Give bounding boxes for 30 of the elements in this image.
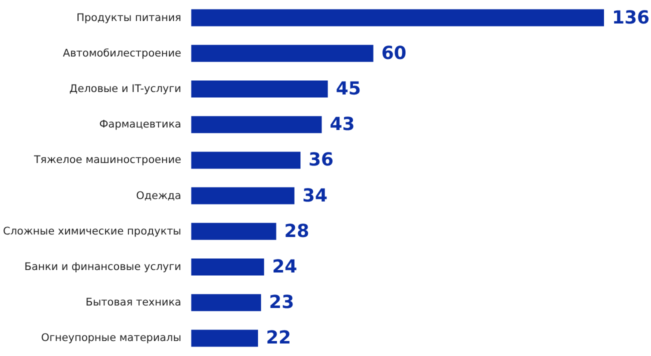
data-label: 45 (336, 78, 361, 100)
data-label: 28 (284, 220, 310, 242)
data-label: 36 (308, 150, 334, 171)
bar (191, 116, 322, 134)
y-tick-label: Деловые и IT-услуги (69, 83, 182, 95)
data-label: 24 (272, 256, 298, 278)
data-label: 60 (381, 42, 406, 64)
y-tick-label: Огнеупорные материалы (41, 332, 182, 344)
y-tick-label: Одежда (136, 190, 182, 202)
data-label: 22 (266, 328, 292, 349)
bar (191, 80, 328, 98)
bar (191, 258, 264, 276)
y-tick-label: Тяжелое машиностроение (32, 154, 182, 166)
y-tick-label: Банки и финансовые услуги (24, 261, 182, 273)
bar (191, 9, 604, 26)
bar (191, 187, 294, 204)
bar (191, 44, 374, 62)
data-label: 34 (302, 185, 328, 206)
y-tick-label: Сложные химические продукты (2, 225, 182, 238)
y-tick-label: Бытовая техника (86, 296, 182, 309)
y-tick-label: Автомобилестроение (62, 47, 182, 60)
y-tick-label: Продукты питания (76, 12, 182, 24)
data-label: 43 (330, 114, 355, 136)
bar (191, 294, 262, 312)
data-label: 136 (612, 7, 650, 28)
bar (191, 330, 258, 347)
bar (191, 222, 276, 240)
bar (191, 152, 300, 169)
data-label: 23 (269, 292, 294, 314)
y-tick-label: Фармацевтика (99, 118, 182, 131)
